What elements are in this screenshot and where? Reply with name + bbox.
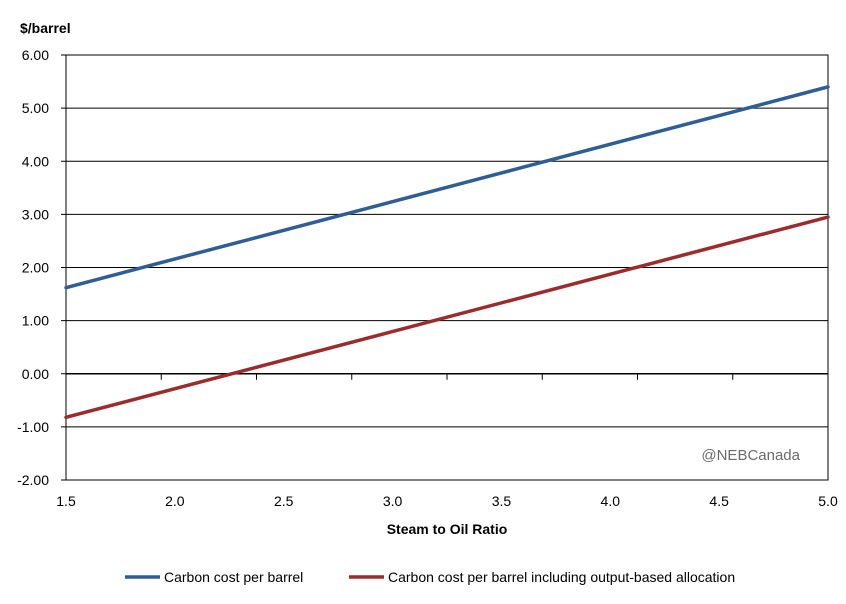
- watermark-annotation: @NEBCanada: [701, 447, 800, 464]
- y-tick-label: 1.00: [22, 313, 49, 329]
- y-tick-labels: -2.00 -1.00 0.00 1.00 2.00 3.00 4.00 5.00 6.00: [17, 47, 49, 488]
- x-tick-label: 2.0: [165, 493, 185, 509]
- y-tick-label: 3.00: [22, 206, 49, 222]
- x-tick-label: 1.5: [56, 493, 76, 509]
- x-tick-labels: 1.5 2.0 2.5 3.0 3.5 4.0 4.5 5.0: [56, 493, 838, 509]
- x-tick-label: 4.0: [601, 493, 621, 509]
- series-line-carbon-cost: [64, 85, 830, 290]
- x-tick-label: 4.5: [709, 493, 729, 509]
- y-tick-label: 5.00: [22, 100, 49, 116]
- x-axis-title: Steam to Oil Ratio: [387, 521, 508, 537]
- legend-label: Carbon cost per barrel including output-…: [388, 569, 735, 585]
- y-tick-label: 2.00: [22, 260, 49, 276]
- axes: [65, 55, 829, 480]
- x-tick-label: 5.0: [818, 493, 838, 509]
- y-tick-label: -1.00: [17, 419, 49, 435]
- y-tick-label: -2.00: [17, 472, 49, 488]
- legend-label: Carbon cost per barrel: [164, 569, 303, 585]
- series-line-carbon-cost-oba: [64, 215, 830, 420]
- y-tick-label: 4.00: [22, 153, 49, 169]
- x-tick-label: 2.5: [274, 493, 294, 509]
- x-tick-label: 3.5: [492, 493, 512, 509]
- legend: Carbon cost per barrel Carbon cost per ba…: [125, 569, 735, 585]
- x-tick-label: 3.0: [383, 493, 403, 509]
- y-axis-title: $/barrel: [20, 20, 71, 36]
- series-lines: [64, 85, 830, 420]
- y-tick-label: 0.00: [22, 366, 49, 382]
- y-tick-label: 6.00: [22, 47, 49, 63]
